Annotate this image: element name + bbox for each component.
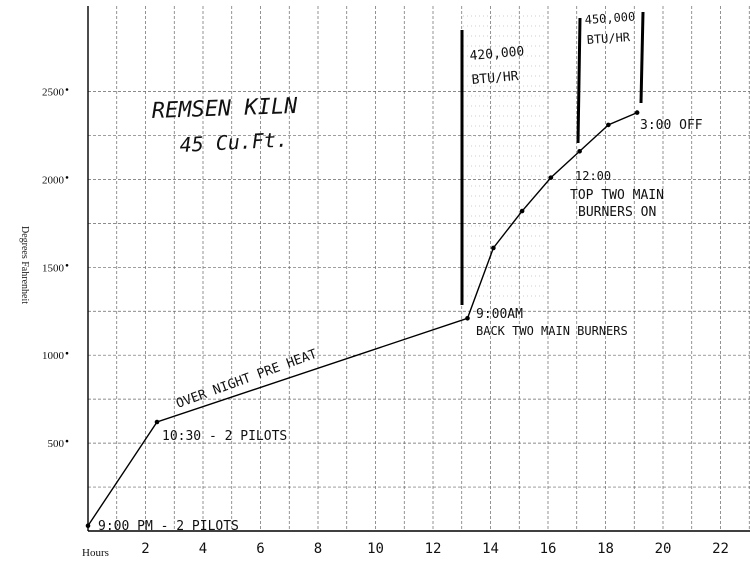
y-tick-label: 1500 [42, 262, 65, 274]
data-point [465, 315, 470, 321]
x-tick-label: 14 [482, 541, 499, 557]
data-point [577, 148, 582, 154]
y-tick-dot [65, 88, 69, 91]
data-point [634, 110, 640, 115]
y-tick-dot [65, 264, 69, 267]
btu-marker-3 [639, 11, 645, 104]
annotation-btu2-unit: BTU/HR [586, 30, 631, 47]
y-tick-dot [65, 439, 69, 443]
annotation-off: 3:00 OFF [640, 118, 703, 133]
data-point [85, 523, 91, 529]
chart-subtitle: 45 Cu.Ft. [179, 127, 288, 157]
grid [88, 6, 750, 531]
annotation-am-time: 9:00AM [476, 307, 523, 322]
annotation-noon-time: 12:00 [575, 169, 611, 183]
x-tick-label: 20 [655, 541, 672, 557]
y-tick-label: 2500 [42, 87, 65, 99]
series-line-temperature [87, 111, 638, 527]
tick-labels: 2 4 6 8 10 12 14 16 18 20 22 500 1000 1500 2000 2500 [42, 87, 729, 558]
data-point [154, 419, 160, 425]
annotation-start: 9:00 PM - 2 PILOTS [98, 519, 239, 534]
btu-markers [460, 11, 645, 305]
x-tick-label: 10 [367, 541, 384, 557]
annotation-btu2-value: 450,000 [584, 9, 635, 26]
x-tick-label: 4 [199, 541, 207, 557]
annotation-btu1-unit: BTU/HR [471, 69, 519, 88]
y-axis-label: Degrees Fahrenheit [19, 226, 30, 304]
x-tick-label: 12 [425, 541, 442, 557]
y-tick-dot [65, 176, 69, 179]
x-tick-label: 18 [597, 541, 614, 557]
data-points [85, 110, 640, 529]
annotation-noon-line1: TOP TWO MAIN [570, 188, 664, 203]
x-tick-label: 6 [256, 541, 264, 557]
chart-title: REMSEN KILN [151, 94, 298, 124]
x-tick-label: 2 [141, 541, 149, 557]
axes [87, 6, 750, 532]
x-tick-label: 8 [314, 541, 322, 557]
btu-marker-2 [576, 17, 582, 144]
y-tick-dot [65, 351, 69, 355]
y-tick-label: 500 [48, 438, 65, 450]
x-tick-label: 16 [540, 541, 557, 557]
annotation-am-burners: BACK TWO MAIN BURNERS [476, 324, 628, 338]
annotation-btu1-value: 420,000 [469, 44, 525, 64]
data-point [491, 245, 496, 251]
data-point [548, 175, 554, 180]
data-point [606, 122, 611, 128]
data-point [519, 208, 525, 214]
y-tick-label: 2000 [42, 174, 65, 186]
annotation-preheat: OVER NIGHT PRE HEAT [174, 347, 319, 412]
y-tick-label: 1000 [42, 350, 65, 362]
annotation-pilots-1030: 10:30 - 2 PILOTS [162, 429, 287, 444]
x-tick-label: 22 [712, 541, 729, 557]
x-axis-label: Hours [82, 547, 109, 559]
annotation-noon-line2: BURNERS ON [578, 205, 656, 220]
